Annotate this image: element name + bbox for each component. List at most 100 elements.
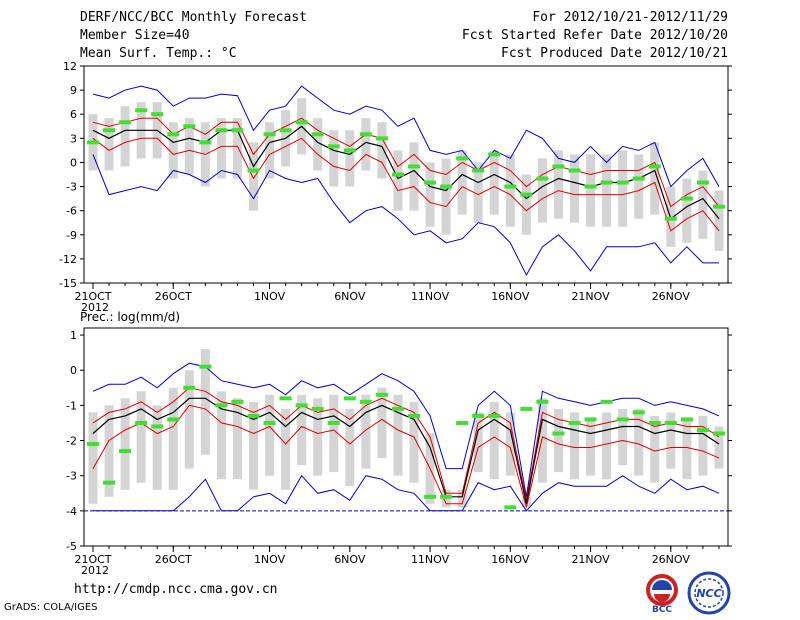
precip-year-label: 2012 — [81, 564, 109, 577]
ncc-logo-text: NCC — [696, 587, 721, 600]
precip-median-mark — [183, 385, 196, 390]
precip-median-mark — [311, 406, 324, 411]
temp-box — [553, 150, 563, 219]
precip-box — [265, 394, 275, 476]
temp-mean-line — [92, 125, 720, 220]
temp-median-mark — [664, 216, 677, 221]
precip-median-mark — [456, 420, 469, 425]
precip-median-mark — [568, 420, 581, 425]
website-url[interactable]: http://cmdp.ncc.cma.gov.cn — [74, 582, 278, 597]
precip-median-mark — [520, 406, 533, 411]
temp-median-mark — [183, 124, 196, 129]
precip-box — [618, 408, 628, 466]
precip-median-mark — [119, 449, 132, 454]
temp-box — [168, 122, 178, 179]
precip-box — [297, 394, 307, 466]
precip-max-line — [92, 362, 720, 497]
temp-box — [666, 186, 676, 247]
temp-box — [441, 158, 451, 235]
temp-box — [618, 150, 628, 227]
precip-median-mark — [424, 494, 437, 499]
temp-median-mark — [295, 120, 308, 125]
temp-xtick-label: 11NOV — [411, 290, 450, 303]
temp-median-mark — [343, 148, 356, 153]
temp-box — [313, 118, 323, 171]
temp-plot-frame — [83, 65, 729, 284]
precip-box — [473, 412, 483, 473]
precip-median-mark — [504, 505, 517, 510]
precip-median-mark — [279, 396, 292, 401]
precip-box — [650, 415, 660, 483]
precip-box — [168, 387, 178, 490]
precip-median-mark — [664, 420, 677, 425]
bcc-logo-text: BCC — [652, 605, 672, 614]
precip-box — [457, 489, 467, 508]
temp-box — [361, 118, 371, 171]
temp-ytick-label: -3 — [66, 181, 77, 194]
temp-box — [698, 170, 708, 239]
temp-xtick-label: 6NOV — [334, 290, 366, 303]
precip-median-mark — [712, 431, 725, 436]
precip-box — [313, 398, 323, 476]
precip-median-mark — [247, 413, 260, 418]
precip-median-mark — [295, 403, 308, 408]
temp-box — [489, 150, 499, 215]
precip-median-mark — [440, 494, 453, 499]
precip-xtick-label: 26NOV — [652, 553, 691, 566]
precip-median-mark — [103, 480, 116, 485]
precip-median-mark — [375, 392, 388, 397]
temp-median-mark — [584, 184, 597, 189]
temp-median-mark — [103, 128, 116, 133]
precip-xtick-label: 6NOV — [334, 553, 366, 566]
precip-upper-line — [92, 387, 720, 501]
precip-box — [714, 426, 724, 469]
temp-ytick-label: 9 — [70, 84, 77, 97]
temp-median-mark — [456, 156, 469, 161]
temp-xtick-label: 21OCT — [74, 290, 111, 303]
precip-box — [152, 405, 162, 490]
precip-mean-line — [92, 397, 720, 504]
temp-box — [714, 190, 724, 251]
temp-box — [329, 130, 339, 187]
precip-ytick-label: -4 — [66, 505, 77, 518]
precip-box — [281, 408, 291, 490]
precip-box — [698, 415, 708, 476]
start-date: Fcst Started Refer Date 2012/10/20 — [461, 28, 728, 43]
temp-box — [457, 150, 467, 215]
temp-box — [537, 158, 547, 223]
precip-median-mark — [359, 399, 372, 404]
temp-box — [345, 130, 355, 187]
precip-median-mark — [327, 420, 340, 425]
precip-ytick-label: 0 — [70, 364, 77, 377]
temp-box — [104, 118, 114, 171]
precip-xtick-label: 16NOV — [491, 553, 530, 566]
temp-median-mark — [119, 120, 132, 125]
precip-ytick-label: 1 — [70, 329, 77, 342]
temp-median-mark — [568, 168, 581, 173]
temp-box — [505, 154, 515, 227]
precip-box — [345, 408, 355, 487]
temp-median-mark — [616, 180, 629, 185]
precip-box — [634, 408, 644, 476]
precip-median-mark — [584, 417, 597, 422]
precip-xtick-label: 26OCT — [155, 553, 192, 566]
temp-box — [216, 118, 226, 179]
temp-lower-line — [92, 137, 720, 232]
temp-box — [184, 118, 194, 175]
precip-box — [505, 412, 515, 476]
temp-max-line — [92, 85, 720, 188]
member-size-label: Member Size=40 — [80, 28, 190, 43]
temp-box — [265, 122, 275, 179]
precip-box — [489, 401, 499, 480]
temp-median-mark — [135, 108, 148, 113]
precip-box — [104, 405, 114, 497]
temp-box — [570, 154, 579, 223]
precip-box — [232, 398, 242, 480]
precip-box — [249, 401, 258, 490]
temp-box — [120, 106, 130, 167]
precip-median-mark — [135, 420, 148, 425]
precip-median-mark — [616, 417, 629, 422]
precip-box — [361, 394, 371, 469]
temp-ytick-label: -6 — [66, 205, 77, 218]
temp-median-mark — [327, 144, 340, 149]
